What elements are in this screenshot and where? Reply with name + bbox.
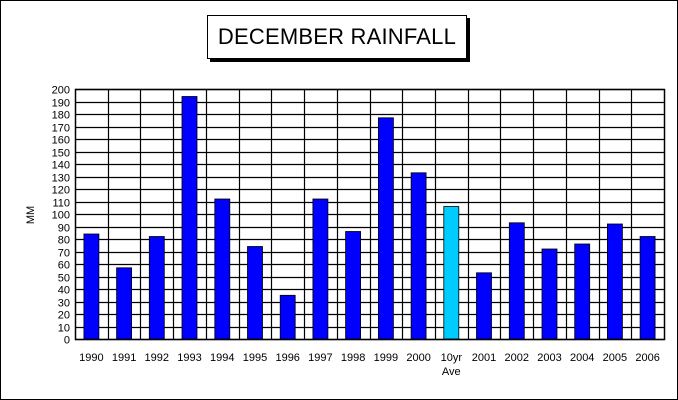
- y-tick-label: 200: [52, 85, 70, 97]
- bar-1990: [83, 233, 100, 340]
- x-tick-label: 2000: [406, 352, 430, 364]
- y-tick-label: 100: [52, 210, 70, 222]
- chart-title-box: DECEMBER RAINFALL: [207, 15, 467, 59]
- bar-1997: [312, 198, 329, 340]
- x-tick-label: 1990: [79, 352, 103, 364]
- x-tick-label: 1997: [308, 352, 332, 364]
- x-tick-label: 1995: [243, 352, 267, 364]
- bar-layer: [83, 96, 656, 340]
- bar-2000: [410, 172, 427, 340]
- y-tick-label: 80: [58, 235, 70, 247]
- bar-1992: [148, 236, 165, 340]
- x-tick-label: 1999: [374, 352, 398, 364]
- bar-10yr-ave: [443, 206, 460, 340]
- x-tick-label: 1998: [341, 352, 365, 364]
- bar-1995: [247, 246, 263, 340]
- bar-2004: [574, 243, 591, 340]
- bar-2002: [508, 222, 525, 340]
- bar-1996: [279, 294, 296, 340]
- y-tick-label: 170: [52, 123, 70, 135]
- y-tick-label: 180: [52, 110, 70, 122]
- bar-1999: [377, 117, 394, 340]
- y-tick-label: 120: [52, 185, 70, 197]
- x-tick-label: 1994: [210, 352, 234, 364]
- y-tick-label: 70: [58, 248, 70, 260]
- y-tick-label: 160: [52, 135, 70, 147]
- bar-1994: [214, 198, 231, 340]
- y-tick-label: 0: [64, 335, 70, 347]
- bar-2006: [639, 236, 656, 340]
- x-tick-label: 2004: [570, 352, 594, 364]
- x-tick-label: 1993: [177, 352, 201, 364]
- plot-frame: [74, 88, 666, 341]
- bar-2003: [541, 248, 558, 340]
- x-tick-label: 2005: [603, 352, 627, 364]
- bar-2001: [476, 272, 492, 340]
- grid-layer: [75, 88, 664, 341]
- x-tick-labels: 1990 1991 1992 1993 1994 1995 1996 1997 1998 1999…: [79, 352, 660, 378]
- x-tick-label: 1996: [275, 352, 299, 364]
- x-tick-label: 2006: [635, 352, 659, 364]
- plot-frame-layer: [74, 88, 666, 341]
- x-tick-label: 1992: [145, 352, 169, 364]
- chart-title: DECEMBER RAINFALL: [217, 24, 457, 49]
- y-tick-label: 190: [52, 98, 70, 110]
- x-tick-label: 1991: [112, 352, 136, 364]
- bar-1993: [181, 96, 198, 340]
- bar-2005: [607, 223, 623, 340]
- x-tick-label: 2003: [537, 352, 561, 364]
- x-tick-label: 2002: [505, 352, 529, 364]
- y-tick-label: 40: [58, 285, 70, 297]
- x-tick-label: 10yr: [441, 352, 463, 364]
- y-tick-label: 130: [52, 173, 70, 185]
- y-axis-title: MM: [25, 206, 37, 224]
- y-tick-label: 110: [52, 198, 70, 210]
- y-tick-label: 150: [52, 148, 70, 160]
- y-tick-label: 60: [58, 260, 70, 272]
- x-tick-label: Ave: [442, 366, 461, 378]
- y-tick-label: 10: [58, 323, 70, 335]
- y-tick-label: 90: [58, 223, 70, 235]
- y-tick-labels: 0102030405060708090100110120130140150160…: [52, 85, 70, 347]
- y-tick-label: 30: [58, 298, 70, 310]
- y-tick-label: 20: [58, 310, 70, 322]
- x-tick-label: 2001: [472, 352, 496, 364]
- y-tick-label: 140: [52, 160, 70, 172]
- bar-1991: [116, 267, 132, 340]
- bar-1998: [345, 231, 362, 340]
- y-tick-label: 50: [58, 273, 70, 285]
